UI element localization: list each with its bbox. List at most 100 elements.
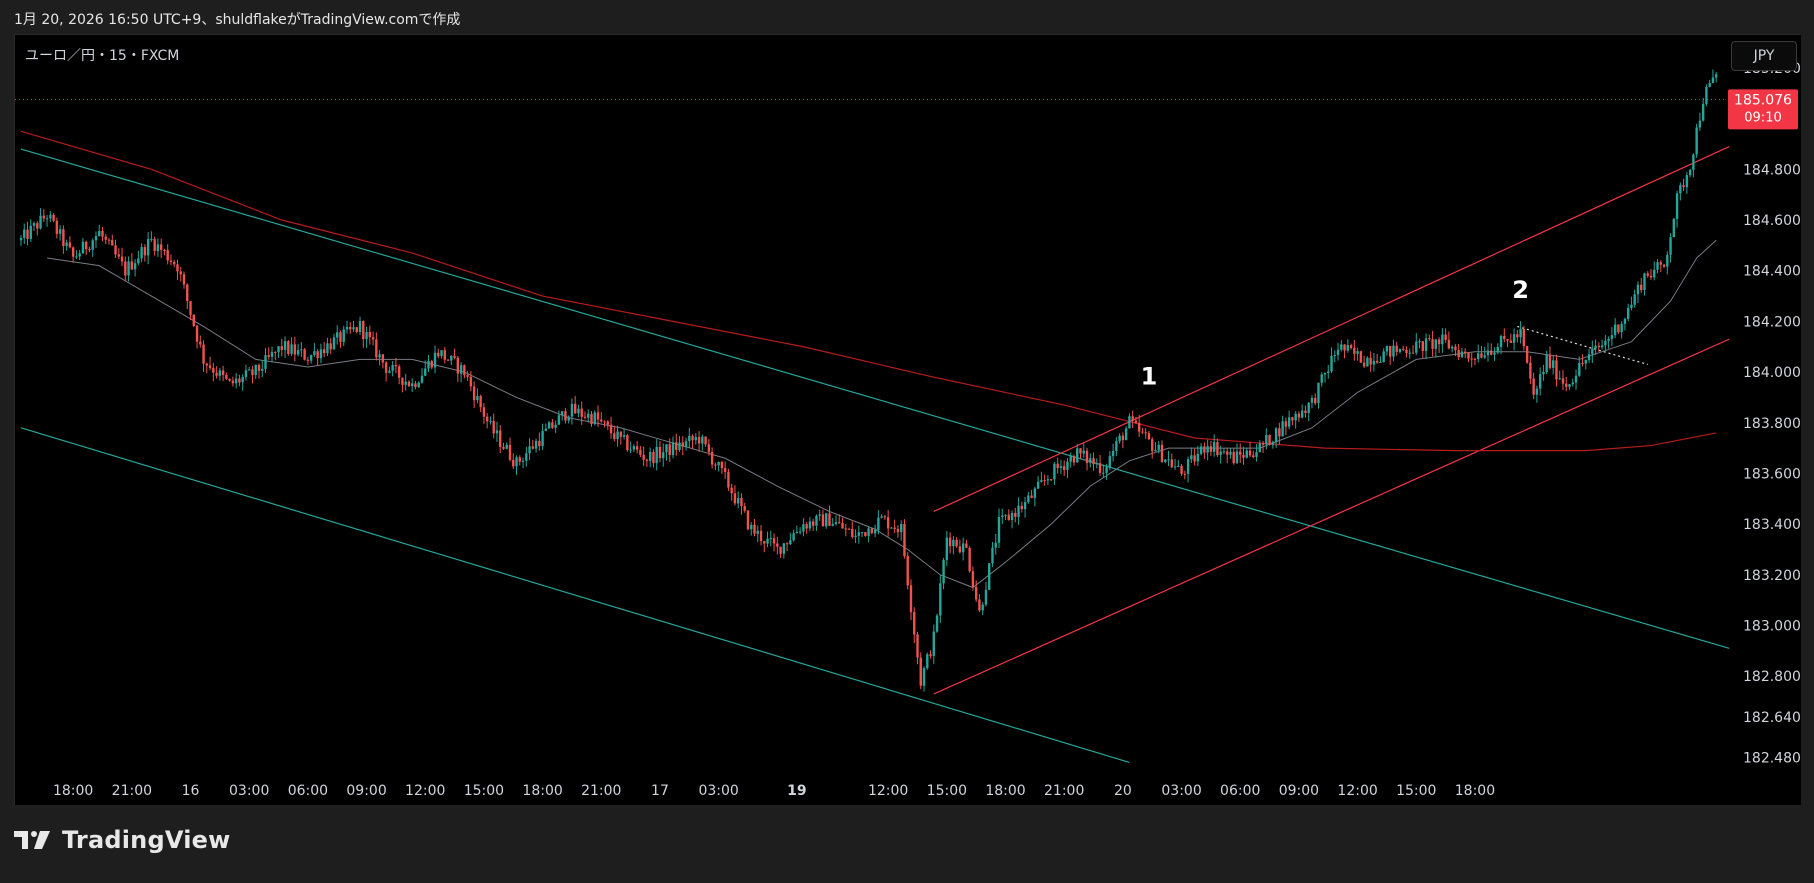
candle-body [1072, 456, 1076, 463]
candle-body [961, 543, 965, 553]
candle-body [544, 428, 548, 431]
candle-body [1030, 495, 1033, 498]
currency-button[interactable]: JPY [1731, 41, 1797, 71]
candle-body [1715, 74, 1718, 78]
candle-body [1392, 345, 1395, 357]
candle-body [362, 321, 365, 340]
candle-body [952, 539, 955, 547]
time-axis-area[interactable] [15, 770, 1727, 806]
candle-body [1662, 264, 1666, 267]
candle-body [264, 355, 267, 369]
candle-body [1382, 351, 1385, 363]
candle-body [1177, 465, 1180, 467]
candle-body [1695, 127, 1698, 155]
candle-body [238, 378, 241, 383]
y-tick-label: 183.800 [1743, 416, 1801, 432]
candle-body [1467, 352, 1470, 359]
trendline[interactable] [933, 338, 1730, 695]
trendline[interactable] [20, 427, 1130, 763]
candle-body [984, 589, 988, 605]
candle-body [831, 524, 834, 526]
candle-body [192, 314, 195, 326]
candle-body [254, 364, 257, 376]
candle-body [225, 374, 228, 379]
candle-body [1649, 275, 1653, 278]
candle-body [397, 366, 401, 378]
candle-body [1053, 463, 1056, 480]
chart-panel[interactable]: 185.200184.800184.600184.400184.200184.0… [14, 34, 1801, 806]
price-tag[interactable] [1728, 89, 1798, 130]
candle-body [326, 343, 329, 354]
y-tick-label: 183.400 [1743, 517, 1801, 533]
candle-body [502, 446, 505, 449]
candle-body [1431, 339, 1434, 349]
candle-body [1480, 353, 1483, 358]
candle-body [453, 355, 456, 358]
candle-body [1659, 262, 1662, 265]
candle-body [202, 344, 205, 364]
candle-body [886, 517, 890, 529]
candle-body [384, 362, 388, 373]
candle-body [1701, 103, 1705, 121]
candle-body [26, 229, 29, 239]
candle-body [763, 541, 766, 544]
candle-body [1545, 354, 1548, 372]
candle-body [186, 284, 189, 302]
brand[interactable]: TradingView [14, 826, 230, 854]
candle-body [189, 301, 192, 315]
candle-body [1679, 185, 1682, 194]
candle-body [926, 654, 929, 669]
candle-body [1483, 355, 1486, 358]
candle-body [1258, 443, 1261, 453]
candle-body [1098, 463, 1102, 473]
candle-body [955, 539, 958, 547]
candle-body [296, 350, 300, 355]
candle-body [694, 437, 698, 441]
candle-body [1278, 428, 1281, 437]
candle-body [414, 383, 417, 388]
price-axis-area[interactable] [1727, 35, 1801, 806]
candle-body [635, 446, 639, 450]
candle-body [316, 351, 319, 359]
symbol-label[interactable]: ユーロ／円・15・FXCM [25, 48, 180, 64]
candle-body [1108, 456, 1112, 468]
candle-body [782, 543, 786, 554]
candle-body [1457, 350, 1460, 358]
candlestick-chart[interactable]: 185.200184.800184.600184.400184.200184.0… [15, 35, 1801, 806]
candle-body [1682, 185, 1685, 188]
candle-body [805, 524, 808, 529]
candle-body [1626, 307, 1630, 319]
candle-body [1353, 348, 1356, 354]
candle-body [1121, 435, 1125, 441]
candle-body [619, 431, 623, 437]
candle-body [541, 430, 544, 447]
candle-body [560, 411, 564, 416]
x-tick-label: 17 [651, 783, 669, 799]
candle-body [1242, 454, 1245, 458]
candle-body [1666, 254, 1669, 267]
candle-body [221, 370, 225, 375]
candle-body [577, 408, 580, 414]
candle-body [1284, 421, 1288, 427]
candle-body [1705, 86, 1708, 104]
x-tick-label: 16 [182, 783, 200, 799]
y-tick-label: 184.800 [1743, 162, 1801, 178]
candle-body [841, 522, 844, 529]
candle-body [1137, 422, 1141, 432]
candle-body [133, 263, 137, 270]
trendline[interactable] [20, 148, 1730, 649]
candle-body [609, 424, 613, 434]
candle-body [1314, 397, 1317, 404]
trendline[interactable] [933, 145, 1730, 513]
candle-body [916, 634, 919, 658]
candle-body [1216, 442, 1219, 456]
candle-body [492, 420, 495, 434]
candle-body [85, 241, 88, 250]
candle-body [1470, 358, 1473, 360]
candle-body [1372, 360, 1376, 365]
candle-body [730, 487, 733, 494]
candle-body [212, 367, 215, 373]
candle-body [583, 416, 587, 418]
candle-body [169, 260, 173, 263]
candle-body [1711, 77, 1715, 83]
